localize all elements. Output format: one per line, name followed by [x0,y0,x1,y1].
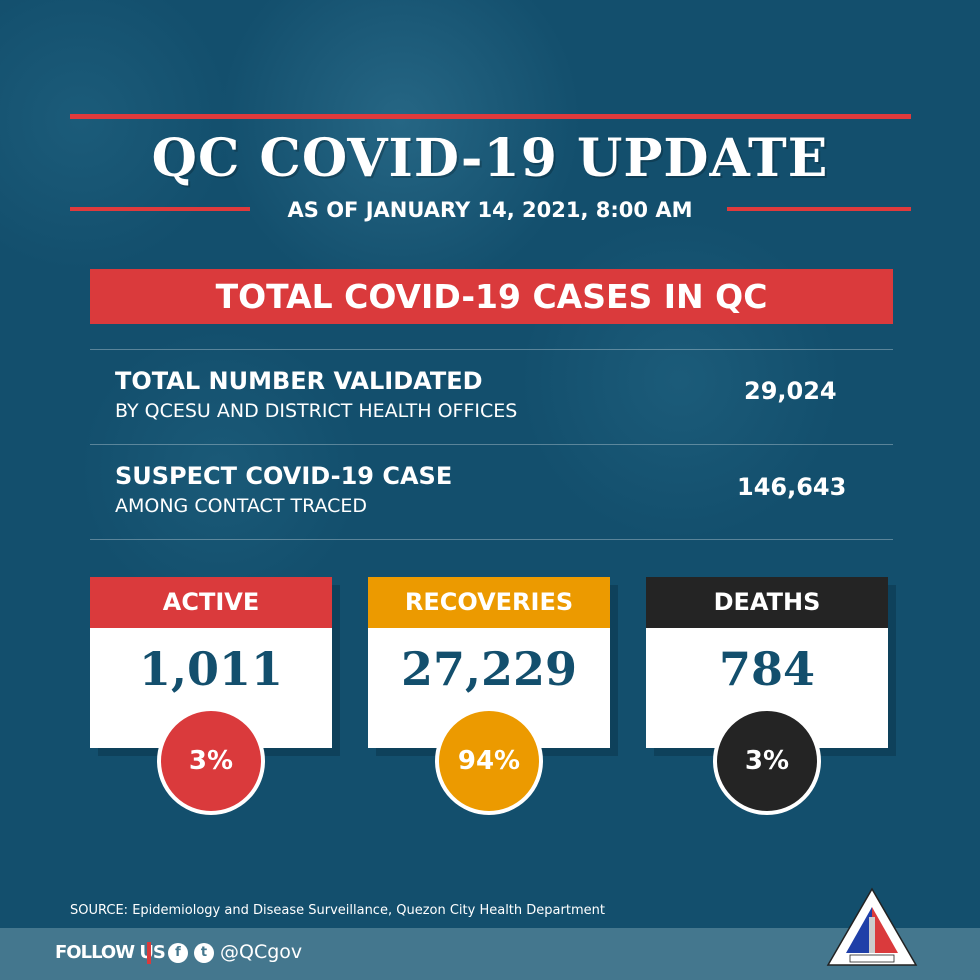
divider [90,444,893,445]
deaths-percent-badge: 3% [713,707,821,815]
card-label: DEATHS [646,577,888,628]
row-subtitle: BY QCESU AND DISTRICT HEALTH OFFICES [115,400,518,422]
twitter-icon[interactable]: t [194,943,214,963]
row-title: SUSPECT COVID-19 CASE [115,462,453,490]
subtitle-divider-right [727,207,911,211]
card-value: 784 [718,642,816,696]
footer-separator [147,942,151,964]
recoveries-card: RECOVERIES 27,229 [368,577,610,748]
divider [90,539,893,540]
top-divider [70,114,911,119]
row-value: 146,643 [737,473,847,501]
card-label: RECOVERIES [368,577,610,628]
active-percent-badge: 3% [157,707,265,815]
row-title: TOTAL NUMBER VALIDATED [115,367,483,395]
footer-bar [0,928,980,980]
card-value: 1,011 [138,642,284,696]
recoveries-percent-badge: 94% [435,707,543,815]
facebook-icon[interactable]: f [168,943,188,963]
divider [90,349,893,350]
social-handle[interactable]: @QCgov [220,941,303,963]
source-note: SOURCE: Epidemiology and Disease Surveil… [70,903,605,918]
row-value: 29,024 [744,377,837,405]
subtitle-divider-left [70,207,250,211]
section-banner: TOTAL COVID-19 CASES IN QC [90,269,893,324]
card-value: 27,229 [400,642,578,696]
page-title: QC COVID-19 UPDATE [151,128,829,189]
follow-us-label: FOLLOW US [55,942,166,963]
page-subtitle: AS OF JANUARY 14, 2021, 8:00 AM [287,198,693,222]
row-subtitle: AMONG CONTACT TRACED [115,495,368,517]
quezon-city-seal-logo [826,887,918,966]
card-label: ACTIVE [90,577,332,628]
